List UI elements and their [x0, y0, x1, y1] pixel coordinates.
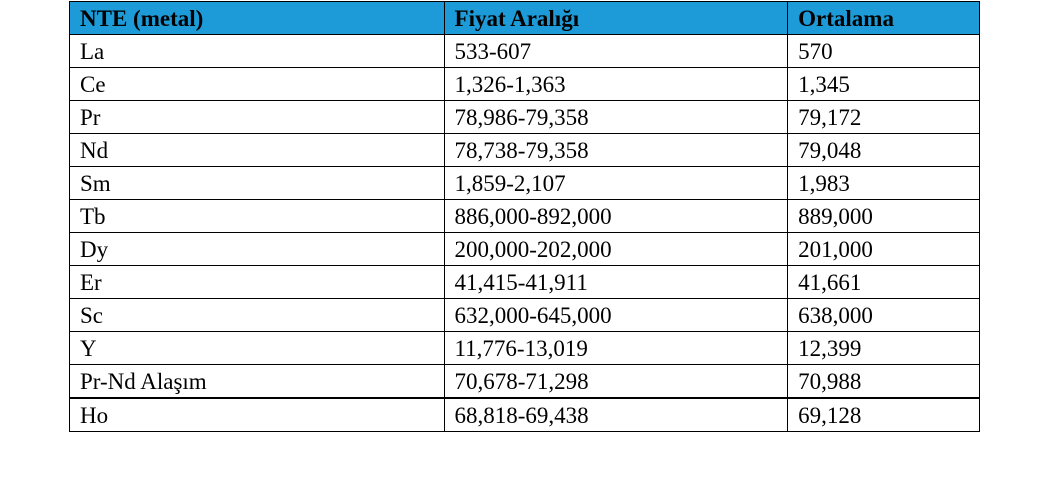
- table-cell: 69,128: [787, 397, 980, 432]
- table-cell: La: [69, 34, 445, 68]
- table-row: La 533-607 570: [69, 34, 980, 68]
- table-cell: 533-607: [443, 34, 789, 68]
- table-cell: Tb: [69, 199, 445, 233]
- table-row: Pr-Nd Alaşım 70,678-71,298 70,988: [69, 364, 980, 399]
- table-cell: 70,678-71,298: [443, 364, 789, 399]
- table-row: Tb 886,000-892,000 889,000: [69, 199, 980, 233]
- table-cell: 41,661: [787, 265, 980, 299]
- table-cell: Sc: [69, 298, 445, 332]
- table-row: Ho 68,818-69,438 69,128: [69, 397, 980, 432]
- table-cell: 889,000: [787, 199, 980, 233]
- header-cell: Fiyat Aralığı: [443, 1, 789, 35]
- table-cell: Pr: [69, 100, 445, 134]
- table-body: La 533-607 570 Ce 1,326-1,363 1,345 Pr 78,986-7…: [69, 34, 980, 432]
- table-row: Dy 200,000-202,000 201,000: [69, 232, 980, 266]
- table-cell: 1,326-1,363: [443, 67, 789, 101]
- table-cell: Y: [69, 331, 445, 365]
- table-row: Er 41,415-41,911 41,661: [69, 265, 980, 299]
- table-cell: Dy: [69, 232, 445, 266]
- table-cell: 570: [787, 34, 980, 68]
- table-cell: Ce: [69, 67, 445, 101]
- table-cell: 78,738-79,358: [443, 133, 789, 167]
- table-row: Sm 1,859-2,107 1,983: [69, 166, 980, 200]
- table-cell: 1,345: [787, 67, 980, 101]
- table-row: Pr 78,986-79,358 79,172: [69, 100, 980, 134]
- header-cell: Ortalama: [787, 1, 980, 35]
- table-row: Sc 632,000-645,000 638,000: [69, 298, 980, 332]
- header-cell: NTE (metal): [69, 1, 445, 35]
- table-row: Nd 78,738-79,358 79,048: [69, 133, 980, 167]
- table-cell: Pr-Nd Alaşım: [69, 364, 445, 399]
- table-cell: 200,000-202,000: [443, 232, 789, 266]
- table-cell: Nd: [69, 133, 445, 167]
- price-table: NTE (metal) Fiyat Aralığı Ortalama La 533-6…: [69, 1, 980, 432]
- table-cell: 632,000-645,000: [443, 298, 789, 332]
- table-cell: 41,415-41,911: [443, 265, 789, 299]
- table-cell: 79,048: [787, 133, 980, 167]
- table-cell: 68,818-69,438: [443, 397, 789, 432]
- table-cell: 78,986-79,358: [443, 100, 789, 134]
- table-cell: 11,776-13,019: [443, 331, 789, 365]
- table-row: Y 11,776-13,019 12,399: [69, 331, 980, 365]
- table-cell: 12,399: [787, 331, 980, 365]
- table-cell: Er: [69, 265, 445, 299]
- table-cell: Ho: [69, 397, 445, 432]
- table-header: NTE (metal) Fiyat Aralığı Ortalama: [69, 1, 980, 35]
- table-cell: 1,859-2,107: [443, 166, 789, 200]
- table-cell: 201,000: [787, 232, 980, 266]
- table-cell: 79,172: [787, 100, 980, 134]
- table-row: Ce 1,326-1,363 1,345: [69, 67, 980, 101]
- table-cell: 886,000-892,000: [443, 199, 789, 233]
- table-cell: 1,983: [787, 166, 980, 200]
- table-cell: Sm: [69, 166, 445, 200]
- table-cell: 70,988: [787, 364, 980, 399]
- table-cell: 638,000: [787, 298, 980, 332]
- header-row: NTE (metal) Fiyat Aralığı Ortalama: [69, 1, 980, 35]
